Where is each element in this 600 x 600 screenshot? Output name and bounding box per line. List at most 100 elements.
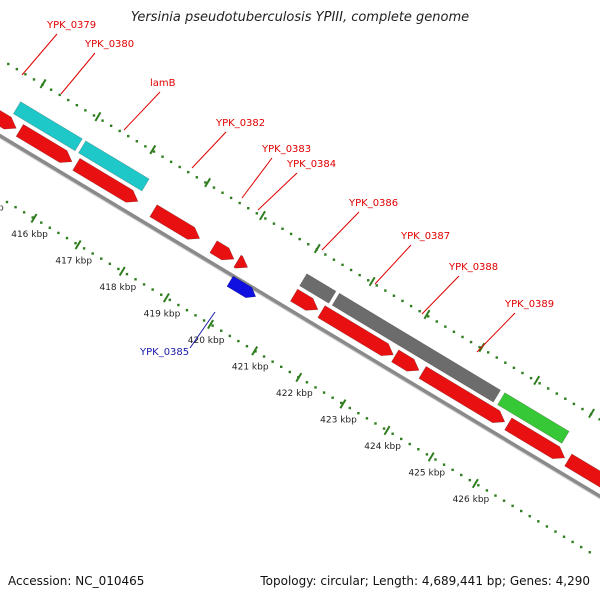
- scale-tick-dot: [194, 314, 197, 317]
- scale-tick-dot: [468, 478, 471, 482]
- outer-tick-dot: [84, 109, 87, 112]
- outer-tick-dot: [572, 402, 576, 406]
- scale-major-tick: [118, 266, 126, 277]
- outer-tick-dot: [529, 376, 533, 380]
- outer-tick-dot: [538, 382, 541, 385]
- scale-tick-dot: [48, 226, 52, 229]
- outer-tick-dot: [178, 165, 181, 169]
- scale-tick-dot: [91, 252, 94, 255]
- gene-label-leader: [321, 211, 360, 251]
- scale-tick-label: 421 kbp: [232, 362, 269, 372]
- scale-tick-dot: [245, 345, 249, 348]
- scale-major-tick: [383, 425, 391, 436]
- outer-tick-dot: [24, 73, 27, 76]
- scale-tick-dot: [202, 319, 206, 322]
- scale-tick-dot: [554, 530, 557, 533]
- scale-tick-dot: [502, 499, 506, 502]
- outer-major-tick: [39, 78, 47, 89]
- cds-outer-gray-1: [299, 273, 337, 304]
- scale-tick-dot: [288, 370, 291, 374]
- outer-tick-dot: [92, 114, 96, 117]
- scale-tick-dot: [374, 422, 377, 425]
- scale-tick-dot: [31, 216, 34, 219]
- scale-tick-dot: [237, 339, 240, 343]
- scale-tick-label: 419 kbp: [144, 309, 181, 319]
- scale-tick-dot: [211, 324, 214, 327]
- scale-tick-dot: [537, 520, 540, 523]
- outer-tick-dot: [152, 150, 156, 153]
- cds-red-11: [504, 417, 566, 460]
- outer-tick-dot: [495, 356, 498, 359]
- scale-tick-dot: [142, 283, 146, 286]
- gene-label-leader: [189, 311, 216, 349]
- outer-tick-dot: [255, 212, 259, 215]
- scale-tick-dot: [108, 262, 112, 266]
- scale-tick-label: 416 kbp: [11, 230, 48, 240]
- scale-tick-dot: [82, 247, 86, 250]
- scale-tick-dot: [477, 484, 480, 487]
- outer-tick-dot: [298, 237, 301, 241]
- outer-tick-dot: [75, 103, 79, 107]
- scale-tick-dot: [417, 448, 420, 451]
- gene-label-leader: [374, 244, 412, 285]
- outer-tick-dot: [67, 98, 70, 102]
- outer-tick-dot: [238, 201, 241, 205]
- scale-tick-dot: [545, 525, 549, 528]
- scale-tick-label: 426 kbp: [453, 495, 490, 505]
- scale-tick-dot: [220, 329, 223, 332]
- scale-tick-label: 425 kbp: [408, 469, 445, 479]
- gene-label: YPK_0379: [46, 20, 96, 31]
- outer-tick-dot: [118, 129, 121, 133]
- outer-tick-dot: [375, 284, 378, 287]
- scale-major-tick: [295, 372, 303, 383]
- outer-tick-dot: [349, 268, 353, 272]
- gene-label: YPK_0385: [139, 347, 189, 358]
- scale-tick-label: 423 kbp: [320, 415, 357, 425]
- scale-tick-dot: [408, 442, 411, 446]
- cds-outer-cyan-2: [78, 140, 150, 192]
- backbone-highlight: [0, 137, 600, 500]
- scale-major-tick: [427, 452, 435, 462]
- scale-tick-dot: [340, 401, 343, 405]
- outer-tick-dot: [521, 371, 524, 375]
- scale-major-tick: [30, 213, 38, 224]
- scale-tick-dot: [228, 334, 232, 338]
- scale-tick-dot: [262, 355, 266, 358]
- outer-tick-dot: [358, 273, 361, 277]
- outer-major-tick: [149, 144, 157, 155]
- outer-tick-dot: [504, 361, 507, 364]
- cds-outer-green: [497, 392, 570, 444]
- outer-tick-dot: [109, 124, 113, 127]
- scale-tick-dot: [40, 221, 43, 224]
- gene-label-leader: [60, 52, 96, 95]
- outer-tick-dot: [469, 340, 473, 344]
- backbone-line: [0, 133, 600, 499]
- outer-tick-dot: [32, 78, 36, 81]
- scale-tick-dot: [588, 551, 591, 554]
- outer-tick-dot: [127, 134, 130, 138]
- scale-tick-dot: [57, 231, 60, 235]
- gene-label: YPK_0388: [448, 262, 498, 273]
- scale-tick-dot: [519, 509, 523, 513]
- outer-tick-dot: [555, 392, 558, 395]
- gene-label-leader: [257, 172, 298, 211]
- outer-major-tick: [533, 375, 541, 386]
- outer-tick-dot: [384, 289, 387, 292]
- outer-tick-dot: [15, 67, 19, 71]
- scale-tick-dot: [400, 437, 403, 441]
- outer-tick-dot: [247, 206, 250, 210]
- outer-tick-dot: [212, 186, 216, 189]
- outer-tick-dot: [187, 170, 190, 174]
- outer-tick-dot: [161, 155, 164, 158]
- scale-tick-dot: [357, 411, 360, 415]
- scale-tick-dot: [365, 417, 369, 420]
- scale-tick-label: 417 kbp: [55, 256, 92, 266]
- outer-tick-dot: [581, 407, 584, 411]
- cds-red-8: [317, 305, 394, 357]
- outer-major-tick: [423, 309, 431, 320]
- outer-tick-dot: [144, 145, 147, 148]
- outer-major-tick: [204, 177, 212, 188]
- cds-red-7: [289, 288, 319, 311]
